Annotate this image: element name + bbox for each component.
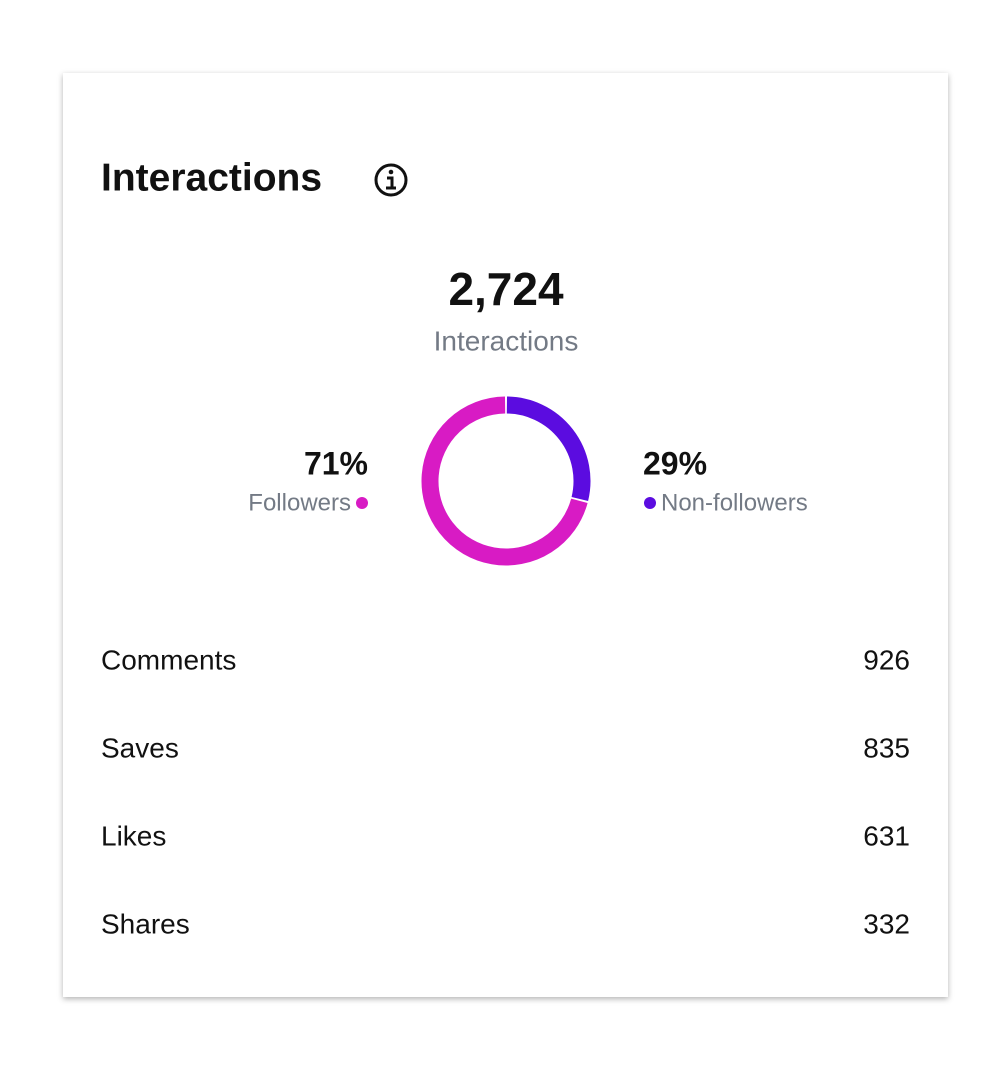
total-value: 2,724 xyxy=(448,263,564,315)
metric-value: 926 xyxy=(863,644,910,675)
metric-name: Shares xyxy=(101,908,190,939)
metric-value: 332 xyxy=(863,908,910,939)
legend-label: Followers xyxy=(248,489,351,516)
total-label: Interactions xyxy=(434,325,579,356)
metric-value: 631 xyxy=(863,820,910,851)
info-icon[interactable] xyxy=(374,163,408,197)
metric-name: Saves xyxy=(101,732,179,763)
percent-label: 29% xyxy=(643,445,707,481)
percent-label: 71% xyxy=(304,445,368,481)
card xyxy=(63,73,948,997)
metrics-list: Comments 926 Saves 835 Likes 631 Shares 332 xyxy=(101,644,910,939)
donut-chart: 71% Followers 29% Non-followers xyxy=(248,396,808,566)
legend-dot xyxy=(644,497,656,509)
metric-value: 835 xyxy=(863,732,910,763)
donut-segment xyxy=(506,396,591,502)
card-title: Interactions xyxy=(101,156,322,199)
donut-segment xyxy=(421,396,588,566)
metric-name: Comments xyxy=(101,644,236,675)
legend-label: Non-followers xyxy=(661,489,808,516)
metric-name: Likes xyxy=(101,820,166,851)
legend-dot xyxy=(356,497,368,509)
